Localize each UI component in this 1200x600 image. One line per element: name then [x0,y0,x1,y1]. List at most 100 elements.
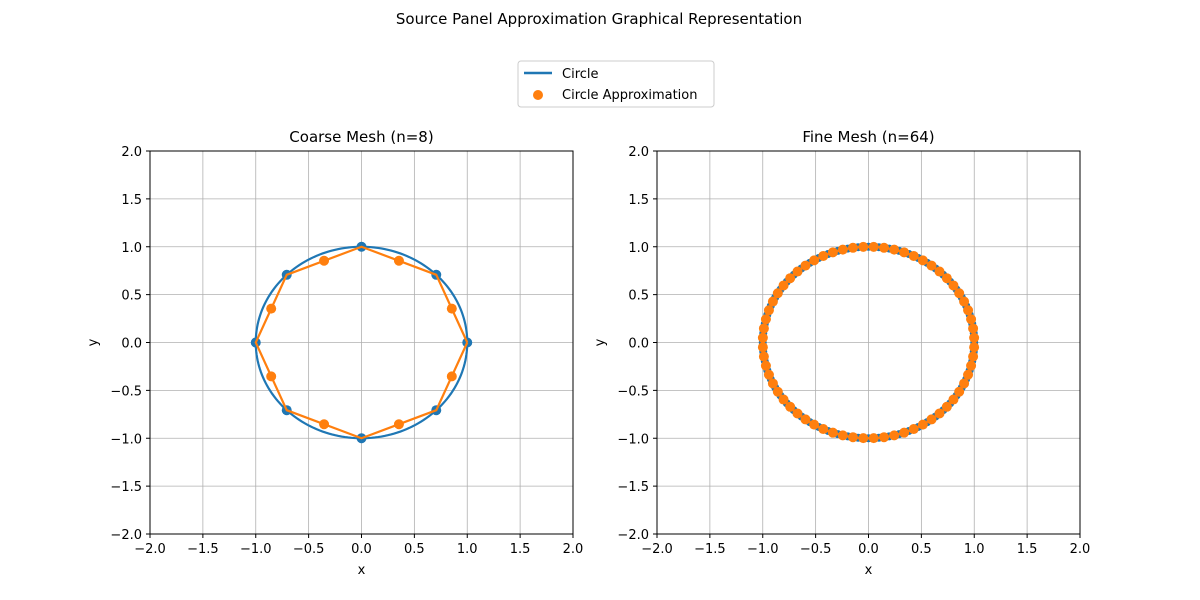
fine-ytick-label: 1.0 [628,241,649,256]
fine-approx-marker [941,273,952,284]
fine-ytick-label: −2.0 [617,528,649,543]
fine-xtick-label: −0.5 [800,542,832,557]
fine-approx-marker [809,255,820,266]
panel-fine-title: Fine Mesh (n=64) [802,128,934,146]
fine-approx-marker [968,323,979,334]
fine-approx-marker [818,424,829,435]
fine-xtick-label: 1.5 [1017,542,1038,557]
fine-approx-marker [785,401,796,412]
fine-approx-marker [963,305,974,316]
fine-approx-marker [827,247,838,258]
fine-approx-marker [763,369,774,380]
coarse-ytick-label: −0.5 [110,384,142,399]
fine-approx-marker [899,247,910,258]
coarse-xtick-label: 1.5 [510,542,531,557]
fine-ytick-label: 0.0 [628,337,649,352]
fine-approx-marker [767,378,778,389]
fine-approx-marker [917,419,928,430]
fine-approx-marker [868,433,879,444]
coarse-xtick-label: −1.0 [240,542,272,557]
coarse-xtick-label: 2.0 [563,542,584,557]
legend-approx-label: Circle Approximation [562,88,697,103]
fine-approx-marker [917,255,928,266]
fine-approx-marker [959,378,970,389]
coarse-xtick-label: 0.0 [351,542,372,557]
fine-approx-marker [889,430,900,441]
fine-xtick-label: 0.5 [911,542,932,557]
fine-approx-marker [837,244,848,255]
fine-approx-marker [858,433,869,444]
fine-approx-marker [908,424,919,435]
fine-approx-marker [757,342,768,353]
fine-approx-marker [968,351,979,362]
fine-xtick-label: −2.0 [641,542,673,557]
coarse-approx-marker [393,255,404,266]
fine-approx-marker [966,360,977,371]
fine-approx-marker [908,250,919,261]
panel-coarse-title: Coarse Mesh (n=8) [289,128,433,146]
panel-coarse-ylabel: y [86,338,101,346]
fine-ytick-label: −1.0 [617,432,649,447]
fine-approx-marker [969,342,980,353]
fine-approx-marker [827,427,838,438]
fine-approx-marker [969,332,980,343]
coarse-ytick-label: 1.0 [121,241,142,256]
fine-approx-marker [772,288,783,299]
coarse-approx-line [254,245,469,440]
coarse-ytick-label: 1.5 [121,193,142,208]
coarse-approx-marker [266,371,277,382]
panel-coarse-xlabel: x [358,563,366,578]
fine-xtick-label: −1.0 [747,542,779,557]
fine-approx-marker [809,419,820,430]
fine-approx-marker [966,314,977,325]
legend-approx-swatch [533,90,543,100]
fine-approx-marker [818,250,829,261]
fine-approx-marker [763,305,774,316]
fine-approx-marker [785,273,796,284]
coarse-xtick-label: −0.5 [293,542,325,557]
fine-approx-marker [837,430,848,441]
coarse-ytick-label: −1.0 [110,432,142,447]
coarse-xtick-label: 1.0 [457,542,478,557]
coarse-ytick-label: −2.0 [110,528,142,543]
fine-xtick-label: 0.0 [858,542,879,557]
fine-approx-marker [954,386,965,397]
coarse-approx-marker [319,419,330,430]
fine-ytick-label: 0.5 [628,289,649,304]
fine-approx-marker [792,266,803,277]
coarse-ytick-label: 2.0 [121,145,142,160]
coarse-ytick-label: 0.5 [121,289,142,304]
fine-approx-marker [800,260,811,271]
panel-coarse-ticks: −2.0 −1.5 −1.0 −0.5 0.0 0.5 1.0 1.5 2.0 −2.0 −1.5 −… [110,145,583,557]
coarse-approx-marker [446,371,457,382]
fine-approx-marker [778,394,789,405]
figure-title: Source Panel Approximation Graphical Rep… [396,10,802,28]
fine-ytick-label: −1.5 [617,480,649,495]
panel-coarse-plot [250,241,473,444]
panel-fine-grid [656,150,1081,535]
panel-fine-ylabel: y [593,338,608,346]
coarse-ytick-label: −1.5 [110,480,142,495]
fine-approx-marker [934,408,945,419]
coarse-xtick-label: −2.0 [134,542,166,557]
coarse-xtick-label: 0.5 [404,542,425,557]
fine-xtick-label: −1.5 [694,542,726,557]
fine-approx-marker [778,280,789,291]
fine-approx-marker [758,323,769,334]
fine-ytick-label: 1.5 [628,193,649,208]
panel-coarse-grid [149,150,574,535]
fine-approx-marker [963,369,974,380]
panel-fine-ticks: −2.0 −1.5 −1.0 −0.5 0.0 0.5 1.0 1.5 2.0 −2.0 −1.5 −… [617,145,1090,557]
panel-fine-mesh: Fine Mesh (n=64) −2.0 −1.5 −1.0 −0.5 0.0 0.5 1… [593,128,1090,578]
legend: Circle Circle Approximation [517,60,715,108]
fine-approx-marker [847,432,858,443]
fine-approx-marker [948,280,959,291]
fine-approx-marker [948,394,959,405]
fine-approx-marker [757,332,768,343]
fine-ytick-label: 2.0 [628,145,649,160]
fine-approx-marker [879,432,890,443]
fine-approx-marker [926,260,937,271]
fine-approx-marker [959,296,970,307]
panel-fine-plot [757,241,980,444]
